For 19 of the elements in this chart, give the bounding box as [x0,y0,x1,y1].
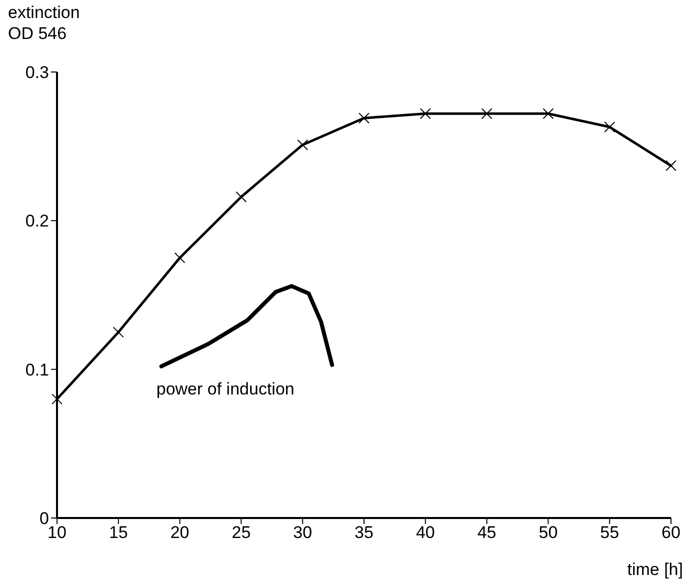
x-tick-label: 55 [600,523,620,542]
y-tick-label: 0.3 [25,63,49,82]
y-tick-label: 0 [40,509,49,528]
y-tick-label: 0.2 [25,212,49,231]
x-tick-label: 50 [538,523,558,542]
x-tick-label: 30 [293,523,312,542]
y-axis-title: extinction OD 546 [8,2,81,44]
x-tick-label: 40 [416,523,435,542]
x-tick-label: 10 [48,523,66,542]
x-tick-label: 45 [477,523,496,542]
line-series [159,284,334,368]
x-tick-label: 15 [108,523,128,542]
x-tick-label: 20 [170,523,190,542]
x-tick-label: 35 [354,523,374,542]
x-axis-title: time [h] [627,560,683,579]
x-tick-label: 25 [232,523,251,542]
y-tick-label: 0.1 [25,360,49,380]
x-tick-label: 60 [662,523,680,542]
series-label: power of induction [156,379,294,398]
